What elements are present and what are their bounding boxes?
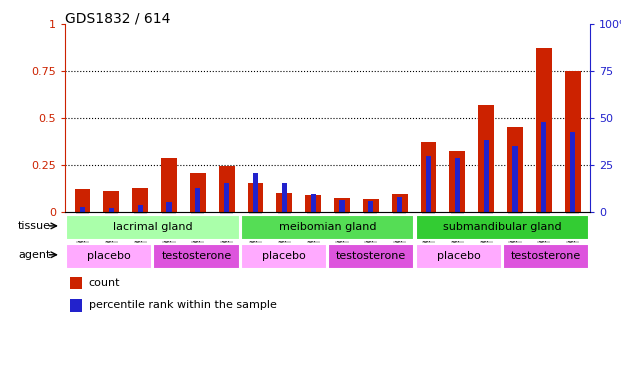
Bar: [392, 194, 407, 212]
Bar: [195, 188, 201, 212]
Bar: [512, 146, 517, 212]
Bar: [310, 194, 315, 212]
Text: meibomian gland: meibomian gland: [279, 222, 376, 232]
Bar: [450, 151, 465, 212]
Bar: [241, 215, 414, 240]
Bar: [66, 244, 152, 268]
Text: testosterone: testosterone: [336, 251, 406, 261]
Bar: [70, 299, 82, 312]
Bar: [536, 48, 551, 212]
Bar: [415, 215, 589, 240]
Bar: [138, 205, 143, 212]
Bar: [328, 244, 414, 268]
Bar: [166, 202, 171, 212]
Bar: [484, 140, 489, 212]
Bar: [219, 166, 235, 212]
Bar: [66, 215, 240, 240]
Bar: [397, 196, 402, 212]
Bar: [420, 142, 437, 212]
Text: placebo: placebo: [262, 251, 306, 261]
Bar: [80, 207, 85, 212]
Bar: [564, 71, 581, 212]
Text: testosterone: testosterone: [511, 251, 581, 261]
Text: percentile rank within the sample: percentile rank within the sample: [89, 300, 277, 310]
Bar: [306, 195, 321, 212]
Bar: [75, 189, 91, 212]
Bar: [248, 183, 263, 212]
Bar: [542, 122, 546, 212]
Text: agent: agent: [18, 250, 50, 260]
Text: lacrimal gland: lacrimal gland: [113, 222, 193, 232]
Bar: [363, 199, 379, 212]
Text: placebo: placebo: [437, 251, 481, 261]
Text: submandibular gland: submandibular gland: [443, 222, 562, 232]
Bar: [109, 208, 114, 212]
Bar: [368, 201, 373, 212]
Bar: [282, 183, 287, 212]
Bar: [478, 105, 494, 212]
Bar: [507, 127, 523, 212]
Bar: [426, 156, 431, 212]
Bar: [340, 200, 345, 212]
Bar: [334, 198, 350, 212]
Bar: [241, 244, 327, 268]
Text: testosterone: testosterone: [161, 251, 232, 261]
Text: GDS1832 / 614: GDS1832 / 614: [65, 11, 171, 25]
Bar: [70, 276, 82, 289]
Bar: [570, 132, 575, 212]
Bar: [455, 158, 460, 212]
Bar: [503, 244, 589, 268]
Bar: [190, 173, 206, 212]
Bar: [161, 158, 177, 212]
Bar: [132, 188, 148, 212]
Text: count: count: [89, 278, 120, 288]
Bar: [224, 183, 229, 212]
Bar: [153, 244, 240, 268]
Bar: [276, 193, 292, 212]
Bar: [415, 244, 502, 268]
Bar: [104, 191, 119, 212]
Text: placebo: placebo: [87, 251, 131, 261]
Text: tissue: tissue: [17, 221, 51, 231]
Bar: [253, 173, 258, 212]
